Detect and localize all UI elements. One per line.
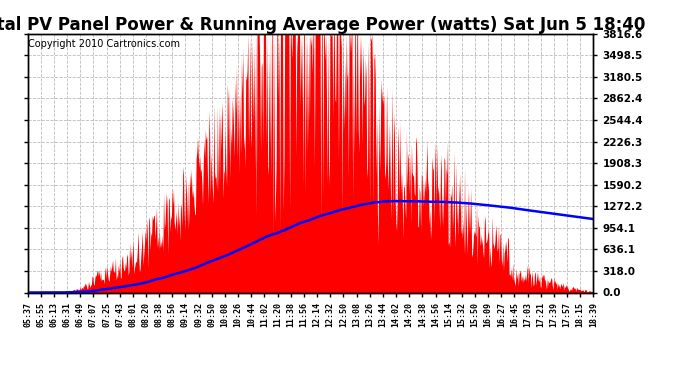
Title: Total PV Panel Power & Running Average Power (watts) Sat Jun 5 18:40: Total PV Panel Power & Running Average P… xyxy=(0,16,645,34)
Text: Copyright 2010 Cartronics.com: Copyright 2010 Cartronics.com xyxy=(28,39,180,49)
